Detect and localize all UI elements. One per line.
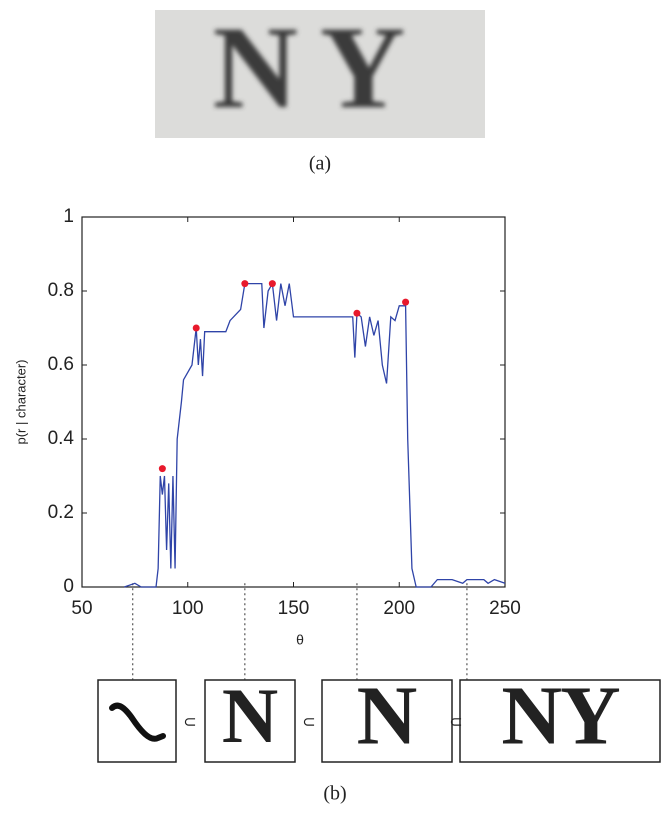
peak-marker — [241, 280, 249, 288]
peak-marker — [353, 309, 361, 317]
glyph-box — [459, 679, 661, 763]
glyph-fragment — [109, 702, 166, 742]
photo-background — [155, 10, 485, 138]
subset-symbol: ⊂ — [302, 714, 315, 731]
glyph-box — [204, 679, 296, 763]
photo-text: NY — [213, 2, 427, 133]
glyph: N — [222, 672, 278, 759]
peak-marker — [402, 298, 410, 306]
y-tick-label: 0.4 — [48, 428, 75, 449]
glyph-box — [97, 679, 177, 763]
peak-marker — [268, 280, 276, 288]
data-line — [124, 281, 506, 588]
x-axis-label: θ — [296, 632, 304, 648]
x-tick-label: 200 — [383, 598, 415, 619]
y-tick-label: 0.8 — [48, 280, 74, 301]
y-axis-label: p(r | character) — [13, 359, 28, 444]
x-tick-label: 250 — [489, 598, 521, 619]
y-tick-label: 0.2 — [48, 502, 74, 523]
subset-symbol: ⊂ — [449, 714, 462, 731]
y-tick-label: 0.6 — [48, 354, 74, 375]
x-tick-label: 50 — [71, 598, 92, 619]
glyph-box — [321, 679, 453, 763]
y-tick-label: 0 — [63, 576, 74, 597]
glyph: NY — [501, 669, 620, 762]
x-tick-label: 100 — [172, 598, 204, 619]
plot-frame — [81, 216, 506, 588]
y-tick-label: 1 — [63, 206, 74, 227]
peak-marker — [158, 465, 166, 473]
x-tick-label: 150 — [278, 598, 310, 619]
caption-b: (b) — [323, 783, 346, 805]
subset-symbol: ⊂ — [183, 714, 196, 731]
caption-a: (a) — [309, 153, 331, 175]
glyph: N — [357, 669, 418, 762]
peak-marker — [192, 324, 200, 332]
